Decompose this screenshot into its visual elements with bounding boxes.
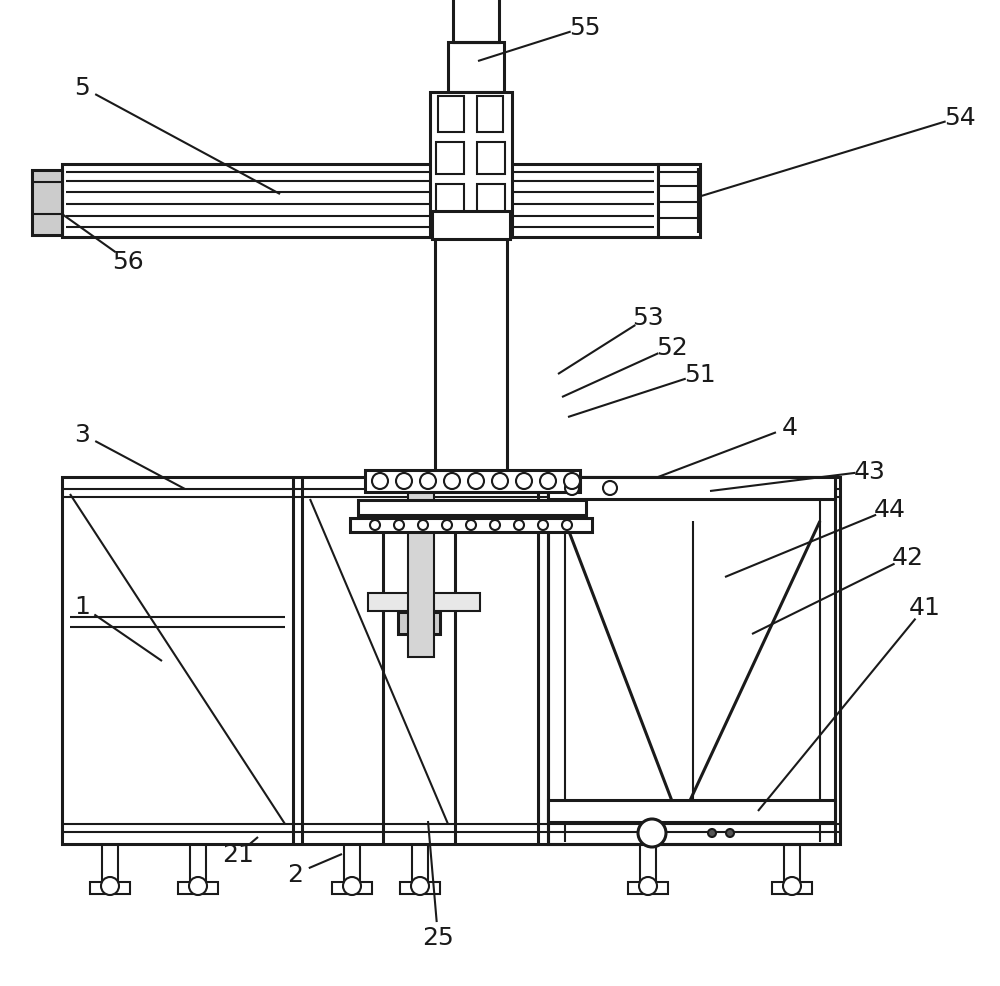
Bar — [548, 477, 835, 500]
Bar — [90, 882, 130, 894]
Circle shape — [639, 878, 657, 895]
Bar — [365, 470, 580, 492]
Circle shape — [444, 473, 460, 489]
Text: 25: 25 — [422, 925, 454, 950]
Bar — [477, 184, 505, 213]
Text: 2: 2 — [287, 862, 303, 886]
Text: 55: 55 — [569, 16, 601, 40]
Bar — [368, 594, 480, 611]
Bar — [477, 143, 505, 175]
Text: 54: 54 — [944, 106, 976, 130]
Bar — [32, 171, 62, 236]
Circle shape — [343, 878, 361, 895]
Text: 43: 43 — [854, 459, 886, 483]
Bar — [436, 143, 464, 175]
Bar — [62, 165, 658, 238]
Circle shape — [396, 473, 412, 489]
Circle shape — [638, 819, 666, 847]
Text: 56: 56 — [112, 249, 144, 274]
Circle shape — [468, 473, 484, 489]
Circle shape — [783, 878, 801, 895]
Bar — [628, 882, 668, 894]
Circle shape — [516, 473, 532, 489]
Circle shape — [564, 473, 580, 489]
Text: 41: 41 — [909, 596, 941, 619]
Circle shape — [490, 521, 500, 530]
Text: 3: 3 — [74, 423, 90, 447]
Text: 21: 21 — [222, 842, 254, 866]
Circle shape — [101, 878, 119, 895]
Bar — [432, 212, 510, 240]
Bar — [350, 519, 592, 532]
Circle shape — [538, 521, 548, 530]
Circle shape — [411, 878, 429, 895]
Text: 51: 51 — [684, 363, 716, 387]
Bar — [438, 97, 464, 133]
Circle shape — [442, 521, 452, 530]
Bar — [658, 165, 700, 238]
Bar — [430, 93, 512, 238]
Text: 42: 42 — [892, 545, 924, 570]
Bar — [436, 184, 464, 213]
Text: 5: 5 — [74, 76, 90, 100]
Circle shape — [189, 878, 207, 895]
Bar — [358, 501, 586, 516]
Circle shape — [394, 521, 404, 530]
Circle shape — [540, 473, 556, 489]
Bar — [548, 477, 835, 844]
Bar — [772, 882, 812, 894]
Bar — [548, 801, 835, 822]
Circle shape — [726, 829, 734, 837]
Circle shape — [565, 481, 579, 496]
Bar — [448, 43, 504, 93]
Text: 1: 1 — [74, 595, 90, 618]
Text: 44: 44 — [874, 498, 906, 522]
Circle shape — [372, 473, 388, 489]
Circle shape — [514, 521, 524, 530]
Bar — [477, 97, 503, 133]
Circle shape — [420, 473, 436, 489]
Bar — [453, 0, 499, 43]
Circle shape — [708, 829, 716, 837]
Text: 4: 4 — [782, 415, 798, 440]
Bar — [332, 882, 372, 894]
Text: 53: 53 — [632, 306, 664, 329]
Bar — [398, 612, 440, 634]
Bar — [400, 882, 440, 894]
Bar — [62, 477, 840, 844]
Circle shape — [492, 473, 508, 489]
Bar — [178, 882, 218, 894]
Text: 52: 52 — [656, 335, 688, 360]
Bar — [408, 479, 434, 658]
Circle shape — [418, 521, 428, 530]
Circle shape — [603, 481, 617, 496]
Circle shape — [466, 521, 476, 530]
Circle shape — [370, 521, 380, 530]
Circle shape — [562, 521, 572, 530]
